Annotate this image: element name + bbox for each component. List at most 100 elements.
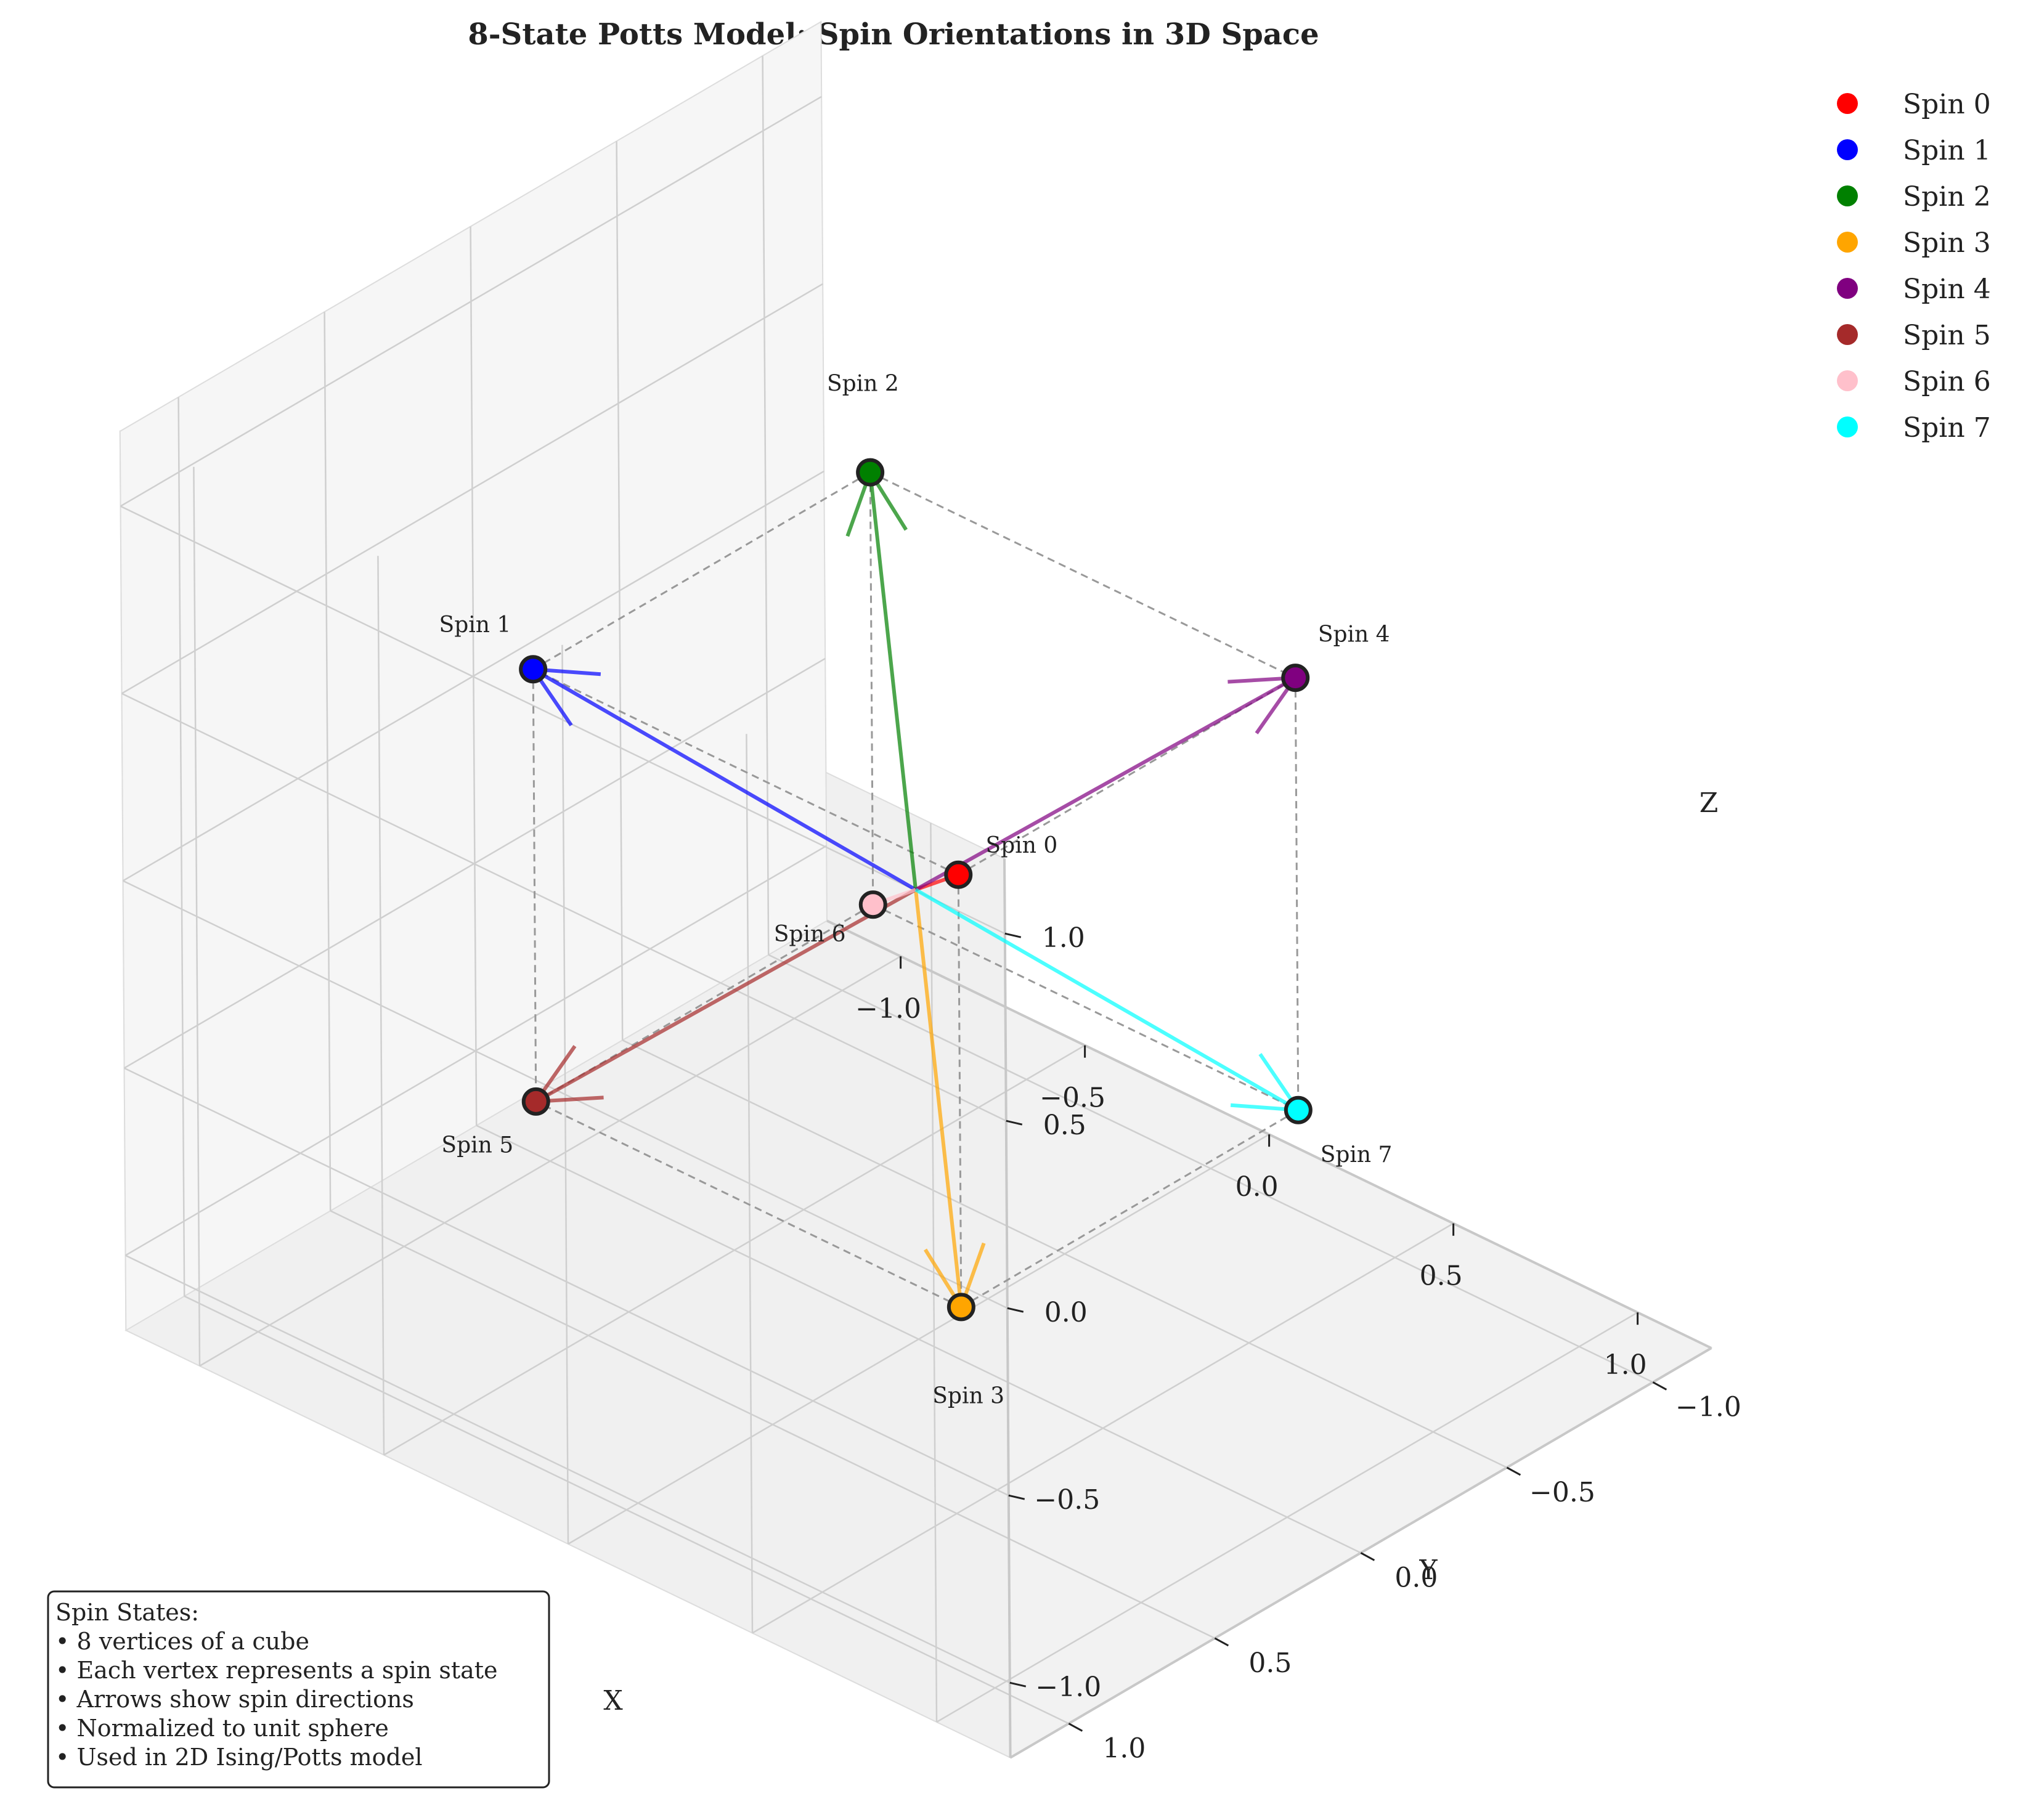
- grid-line: [121, 693, 1007, 1122]
- tick-mark: [1068, 1723, 1083, 1732]
- cube-edge: [532, 668, 959, 876]
- info-line: • Used in 2D Ising/Potts model: [55, 1744, 423, 1771]
- spin-arrow: [532, 667, 917, 892]
- cube-edge: [535, 1100, 962, 1308]
- cube-edge: [532, 471, 871, 670]
- y-tick-label: −0.5: [1529, 1477, 1595, 1508]
- legend-marker: [1837, 370, 1858, 391]
- z-tick-label: 0.5: [1043, 1110, 1086, 1141]
- info-line: Spin States:: [55, 1599, 199, 1626]
- x-tick-label: 0.5: [1420, 1261, 1463, 1292]
- legend-label: Spin 2: [1903, 181, 1991, 213]
- spin-label: Spin 7: [1321, 1142, 1393, 1168]
- spin-points: [519, 458, 1313, 1322]
- info-line: • Normalized to unit sphere: [55, 1715, 389, 1742]
- legend-label: Spin 6: [1903, 366, 1991, 397]
- grid-line: [120, 95, 822, 507]
- z-tick-label: 1.0: [1042, 922, 1085, 954]
- y-tick-label: 1.0: [1102, 1733, 1146, 1764]
- legend-label: Spin 5: [1903, 320, 1991, 351]
- info-box: Spin States:• 8 vertices of a cube• Each…: [47, 1590, 550, 1789]
- tick-mark: [1009, 1681, 1027, 1688]
- info-line: • 8 vertices of a cube: [55, 1628, 309, 1655]
- legend-marker: [1837, 232, 1858, 253]
- y-tick-label: −1.0: [1675, 1391, 1741, 1423]
- grid-line: [123, 880, 1008, 1309]
- legend-marker: [1837, 139, 1858, 160]
- spin-arrow: [914, 888, 1300, 1112]
- x-tick-label: 1.0: [1604, 1349, 1647, 1381]
- spin-point: [944, 860, 973, 889]
- legend-label: Spin 1: [1903, 135, 1991, 166]
- legend-marker: [1837, 278, 1858, 299]
- legend: Spin 0 Spin 1 Spin 2 Spin 3 Spin 4 Spin 5 Spin…: [1837, 89, 1991, 444]
- tick-mark: [1360, 1552, 1375, 1561]
- info-line: • Each vertex represents a spin state: [55, 1657, 498, 1684]
- spin-label: Spin 5: [441, 1133, 513, 1158]
- spin-label: Spin 0: [986, 833, 1058, 858]
- grid-line: [936, 1312, 1638, 1723]
- x-tick-label: 0.0: [1235, 1171, 1279, 1203]
- spin-point: [519, 655, 548, 684]
- tick-mark: [1004, 932, 1022, 938]
- legend-label: Spin 3: [1903, 227, 1991, 259]
- grid-line: [330, 1210, 1215, 1639]
- spin-point: [856, 458, 885, 487]
- spin-arrow: [914, 889, 963, 1307]
- axis-ticks: −1.0 −1.0 −1.0 −0.5 −0.5 −0.5 0.0 0.0 0.0 0.5 0.5 0…: [855, 922, 1741, 1764]
- grid-line: [177, 397, 185, 1296]
- legend-marker: [1837, 416, 1858, 437]
- y-tick-label: 0.5: [1248, 1647, 1292, 1679]
- grid-line: [121, 283, 823, 694]
- spin-arrow: [535, 888, 917, 1103]
- legend-label: Spin 0: [1903, 89, 1991, 120]
- legend-marker: [1837, 185, 1858, 206]
- tick-mark: [1506, 1466, 1521, 1476]
- grid-line: [476, 1124, 1361, 1554]
- tick-mark: [1006, 1119, 1023, 1126]
- spin-arrow: [914, 676, 1296, 892]
- spin-point: [1284, 1095, 1313, 1124]
- legend-label: Spin 7: [1903, 412, 1991, 444]
- cube-edge: [532, 669, 537, 1102]
- grid-line: [184, 1295, 1069, 1725]
- spin-labels: Spin 0 Spin 1 Spin 2 Spin 3 Spin 4 Spin 5 Spin…: [439, 371, 1393, 1408]
- spin-label: Spin 4: [1318, 622, 1390, 647]
- tick-mark: [1008, 1494, 1025, 1500]
- grid-line: [746, 734, 754, 1633]
- spin-label: Spin 3: [932, 1384, 1004, 1409]
- cube-edge: [957, 874, 963, 1307]
- grid-line: [930, 823, 938, 1723]
- cube-edge: [1294, 678, 1300, 1110]
- info-box-frame: [47, 1590, 550, 1789]
- z-tick-label: −0.5: [1034, 1484, 1100, 1516]
- spin-label: Spin 2: [827, 371, 899, 396]
- x-axis-label: X: [603, 1685, 623, 1716]
- spin-point: [946, 1293, 975, 1322]
- legend-label: Spin 4: [1903, 274, 1991, 305]
- grid-line: [324, 312, 332, 1211]
- grid-line: [120, 505, 1006, 935]
- spin-point: [858, 890, 887, 919]
- x-tick-label: −0.5: [1040, 1083, 1105, 1114]
- z-tick-label: −1.0: [1035, 1672, 1101, 1703]
- spin-arrow: [868, 472, 918, 890]
- spin-point: [521, 1087, 550, 1116]
- info-line: • Arrows show spin directions: [55, 1686, 414, 1713]
- spin-label: Spin 1: [439, 612, 511, 638]
- tick-mark: [1007, 1307, 1024, 1313]
- z-tick-label: 0.0: [1044, 1297, 1088, 1328]
- legend-marker: [1837, 324, 1858, 345]
- grid-line: [752, 1222, 1454, 1634]
- tick-mark: [1214, 1637, 1229, 1647]
- y-axis-label: Y: [1419, 1554, 1438, 1586]
- cube-edge: [961, 1109, 1299, 1308]
- legend-marker: [1837, 93, 1858, 114]
- y-tick-label: 0.0: [1394, 1562, 1438, 1593]
- cube-edge: [873, 903, 1299, 1111]
- tick-mark: [1652, 1381, 1667, 1391]
- cube-edge: [869, 472, 874, 905]
- cube-edge: [869, 471, 1296, 679]
- spin-label: Spin 6: [774, 922, 846, 947]
